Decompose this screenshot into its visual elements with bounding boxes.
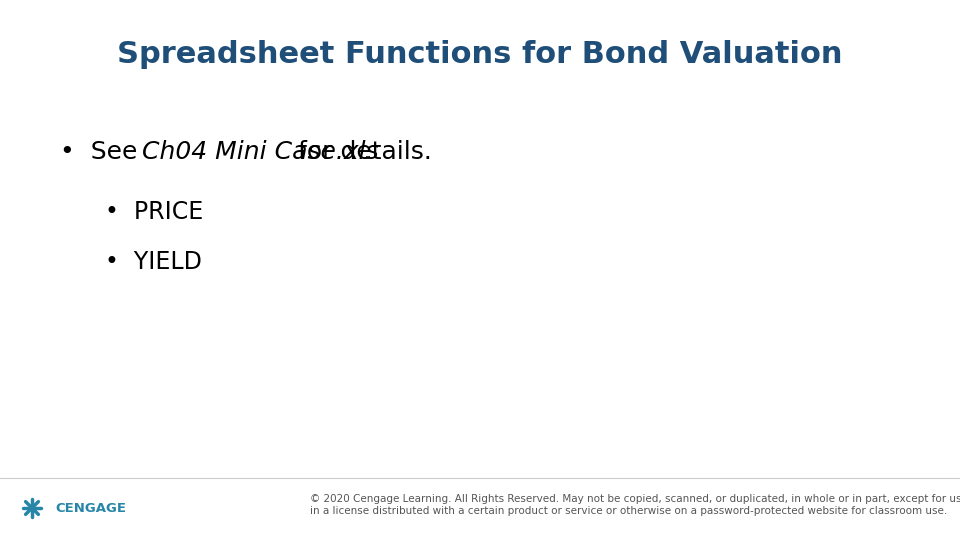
Text: CENGAGE: CENGAGE: [55, 502, 126, 515]
Text: in a license distributed with a certain product or service or otherwise on a pas: in a license distributed with a certain …: [310, 506, 948, 516]
Text: •  PRICE: • PRICE: [105, 200, 204, 224]
Text: for details.: for details.: [290, 140, 432, 164]
Text: Spreadsheet Functions for Bond Valuation: Spreadsheet Functions for Bond Valuation: [117, 40, 843, 69]
Text: •  See: • See: [60, 140, 145, 164]
Text: •  YIELD: • YIELD: [105, 250, 202, 274]
Text: © 2020 Cengage Learning. All Rights Reserved. May not be copied, scanned, or dup: © 2020 Cengage Learning. All Rights Rese…: [310, 494, 960, 504]
Text: Ch04 Mini Case.xls: Ch04 Mini Case.xls: [142, 140, 378, 164]
